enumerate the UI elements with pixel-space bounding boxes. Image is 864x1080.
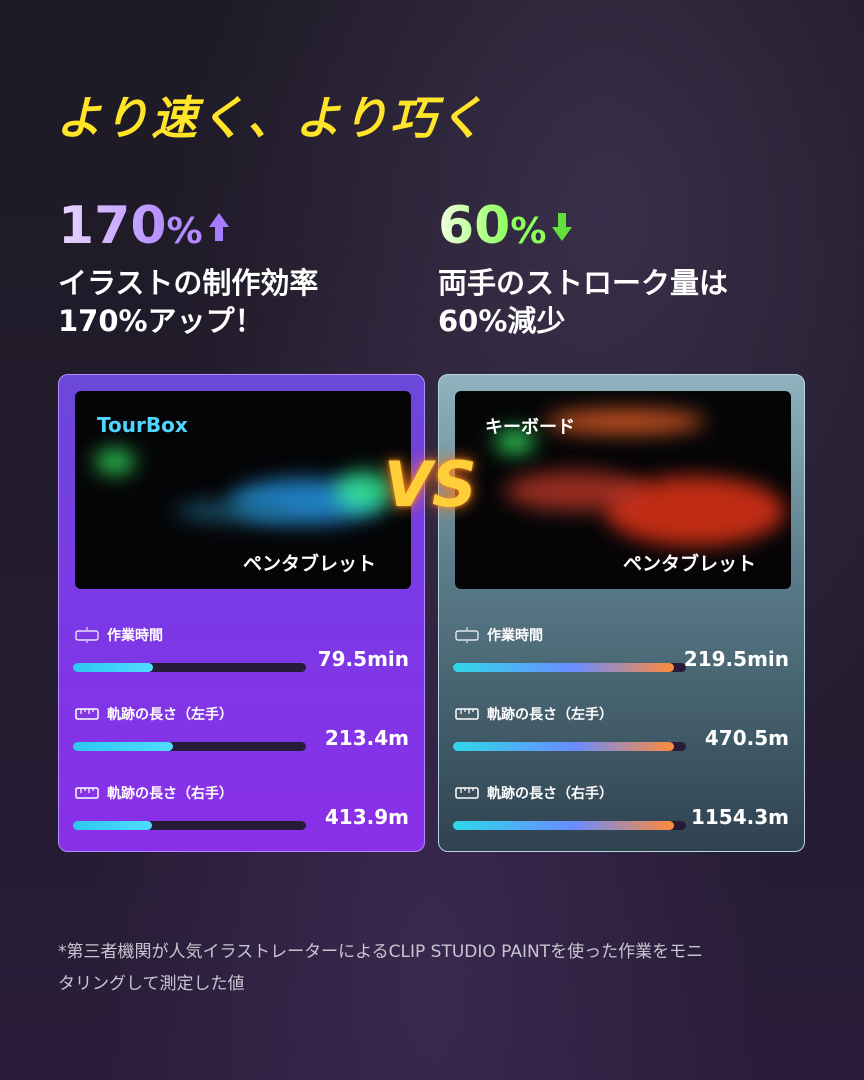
stat-arrow: [207, 211, 231, 247]
metric-icon: [455, 627, 479, 647]
title: より速く、より巧く: [56, 91, 487, 145]
value-unit: min: [367, 647, 409, 671]
progress-bar: [73, 742, 174, 751]
footnote: *第三者機関が人気イラストレーターによるCLIP STUDIO PAINTを使っ…: [58, 936, 703, 1000]
trajectory-image: キーボードペンタブレット: [455, 391, 791, 589]
stat-text: イラストの制作効率: [58, 266, 319, 300]
metric-value: 413.9m: [209, 805, 409, 829]
trajectory-cloud: [505, 471, 645, 511]
value-number: 413.9: [324, 805, 389, 829]
image-label: ペンタブレット: [623, 553, 757, 575]
value-unit: m: [388, 726, 409, 750]
footnote-line: タリングして測定した値: [58, 974, 245, 994]
metric-icon: [455, 785, 479, 805]
stat-headline: 170%: [58, 196, 231, 256]
trajectory-cloud: [495, 428, 535, 454]
progress-bar: [73, 663, 154, 672]
stat-number: 170: [58, 196, 167, 256]
metric-icon: [455, 706, 479, 726]
metric-label: 作業時間: [487, 628, 543, 644]
ruler-icon: [75, 787, 99, 799]
progress-track: [73, 742, 306, 751]
progress-track: [73, 663, 306, 672]
comparison-card: TourBox ペンタブレット 作業時間 79.5min 軌跡の長さ（左手） 213.4m…: [58, 374, 425, 852]
metric-value: 219.5min: [589, 647, 789, 671]
progress-bar: [453, 742, 675, 751]
stat-text: 60%減少: [438, 304, 566, 338]
progress-track: [73, 821, 306, 830]
metric-icon: [75, 627, 99, 647]
trajectory-image: TourBox ペンタブレット: [75, 391, 411, 589]
value-number: 470.5: [704, 726, 769, 750]
value-number: 79.5: [317, 647, 368, 671]
metric-label: 作業時間: [107, 628, 163, 644]
metric-icon: [75, 785, 99, 805]
metric-label: 軌跡の長さ（左手）: [107, 707, 233, 723]
value-unit: m: [768, 805, 789, 829]
comparison-card: キーボード ペンタブレット 作業時間 219.5min 軌跡の長さ（左手） 470.5m 軌…: [438, 374, 805, 852]
trajectory-cloud: [95, 448, 135, 474]
trajectory-cloud: [175, 501, 295, 521]
stat-headline: 60%: [438, 196, 574, 256]
metric-label: 軌跡の長さ（右手）: [107, 786, 233, 802]
metric-value: 79.5min: [209, 647, 409, 671]
trajectory-cloud: [545, 408, 705, 434]
stat-text: 両手のストローク量は: [438, 266, 729, 300]
progress-bar: [73, 821, 153, 830]
footnote-line: *第三者機関が人気イラストレーターによるCLIP STUDIO PAINTを使っ…: [58, 942, 704, 962]
value-unit: m: [768, 726, 789, 750]
value-unit: min: [747, 647, 789, 671]
metric-value: 213.4m: [209, 726, 409, 750]
progress-track: [453, 663, 686, 672]
progress-bar: [453, 821, 675, 830]
image-label: キーボード: [485, 417, 575, 438]
progress-bar: [453, 663, 675, 672]
metric-icon: [75, 706, 99, 726]
value-number: 213.4: [324, 726, 389, 750]
ruler-icon: [75, 708, 99, 720]
clock-icon: [75, 627, 99, 643]
stat-unit: %: [166, 211, 203, 252]
metric-label: 軌跡の長さ（左手）: [487, 707, 613, 723]
vs-label: VS: [384, 448, 477, 521]
image-label: ペンタブレット: [243, 553, 377, 575]
value-number: 219.5: [683, 647, 748, 671]
arrow-icon: [208, 213, 229, 241]
ruler-icon: [455, 787, 479, 799]
stat-number: 60: [438, 196, 511, 256]
progress-track: [453, 821, 686, 830]
clock-icon: [455, 627, 479, 643]
metric-value: 1154.3m: [589, 805, 789, 829]
value-unit: m: [388, 805, 409, 829]
progress-track: [453, 742, 686, 751]
stat-text: 170%アップ！: [58, 304, 264, 338]
metric-label: 軌跡の長さ（右手）: [487, 786, 613, 802]
arrow-icon: [552, 213, 573, 241]
stat-arrow: [550, 211, 574, 247]
trajectory-cloud: [335, 471, 395, 511]
ruler-icon: [455, 708, 479, 720]
value-number: 1154.3: [690, 805, 769, 829]
stat-unit: %: [510, 211, 547, 252]
metric-value: 470.5m: [589, 726, 789, 750]
image-label: TourBox: [97, 413, 188, 437]
